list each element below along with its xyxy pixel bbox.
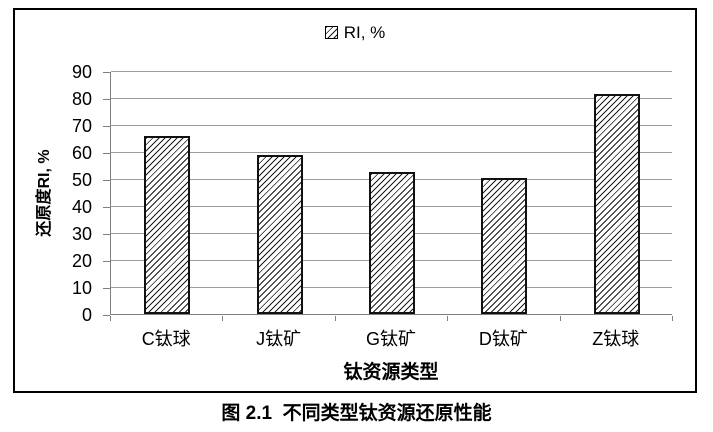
y-tick-mark <box>103 72 110 73</box>
bar-1 <box>256 154 303 314</box>
bar-2 <box>369 172 415 314</box>
x-tick-mark <box>672 316 673 321</box>
y-tick-mark <box>103 261 110 262</box>
gridline <box>111 125 672 126</box>
y-tick-label: 50 <box>71 170 92 190</box>
y-axis-title: 还原度RI, % <box>36 149 53 237</box>
gridline <box>111 152 672 153</box>
chart-legend: RI, % <box>15 24 695 41</box>
x-tick-mark <box>447 316 449 321</box>
x-tick-mark <box>559 316 561 321</box>
x-tick-mark <box>334 316 336 321</box>
y-tick-label: 90 <box>71 62 92 82</box>
x-tick-label: J钛矿 <box>256 329 302 349</box>
figure-caption: 图 2.1 不同类型钛资源还原性能 <box>221 403 492 424</box>
y-tick-mark <box>103 207 110 208</box>
y-tick-label: 0 <box>81 305 92 325</box>
x-tick-label: G钛矿 <box>365 329 416 349</box>
y-tick-mark <box>103 234 110 235</box>
legend-label: RI, % <box>343 23 386 42</box>
y-tick-label: 80 <box>71 89 92 109</box>
y-tick-label: 60 <box>71 143 92 163</box>
bar-4 <box>593 93 640 314</box>
y-tick-label: 10 <box>71 278 92 298</box>
y-tick-label: 70 <box>71 116 92 136</box>
y-tick-label: 40 <box>71 197 92 217</box>
y-tick-mark <box>103 315 110 316</box>
gridline <box>111 71 672 72</box>
y-tick-mark <box>103 180 110 181</box>
x-tick-label: Z钛球 <box>592 329 640 349</box>
y-tick-label: 30 <box>71 224 92 244</box>
legend-hatch-swatch-icon <box>324 26 338 39</box>
plot-area <box>110 71 672 315</box>
x-tick-mark <box>110 316 111 321</box>
x-axis-title: 钛资源类型 <box>343 362 439 383</box>
y-tick-mark <box>103 288 110 289</box>
bar-0 <box>144 135 191 314</box>
y-tick-label: 20 <box>71 251 92 271</box>
gridline <box>111 98 672 99</box>
x-tick-label: D钛矿 <box>478 329 528 349</box>
x-tick-mark <box>222 316 224 321</box>
chart-frame: RI, % 还原度RI, % 钛资源类型 0 10 20 30 40 50 60 70 80 90… <box>13 8 697 393</box>
y-tick-mark <box>103 126 110 127</box>
y-tick-mark <box>103 99 110 100</box>
bar-3 <box>481 177 528 314</box>
x-tick-label: C钛球 <box>141 329 191 349</box>
y-tick-mark <box>103 153 110 154</box>
